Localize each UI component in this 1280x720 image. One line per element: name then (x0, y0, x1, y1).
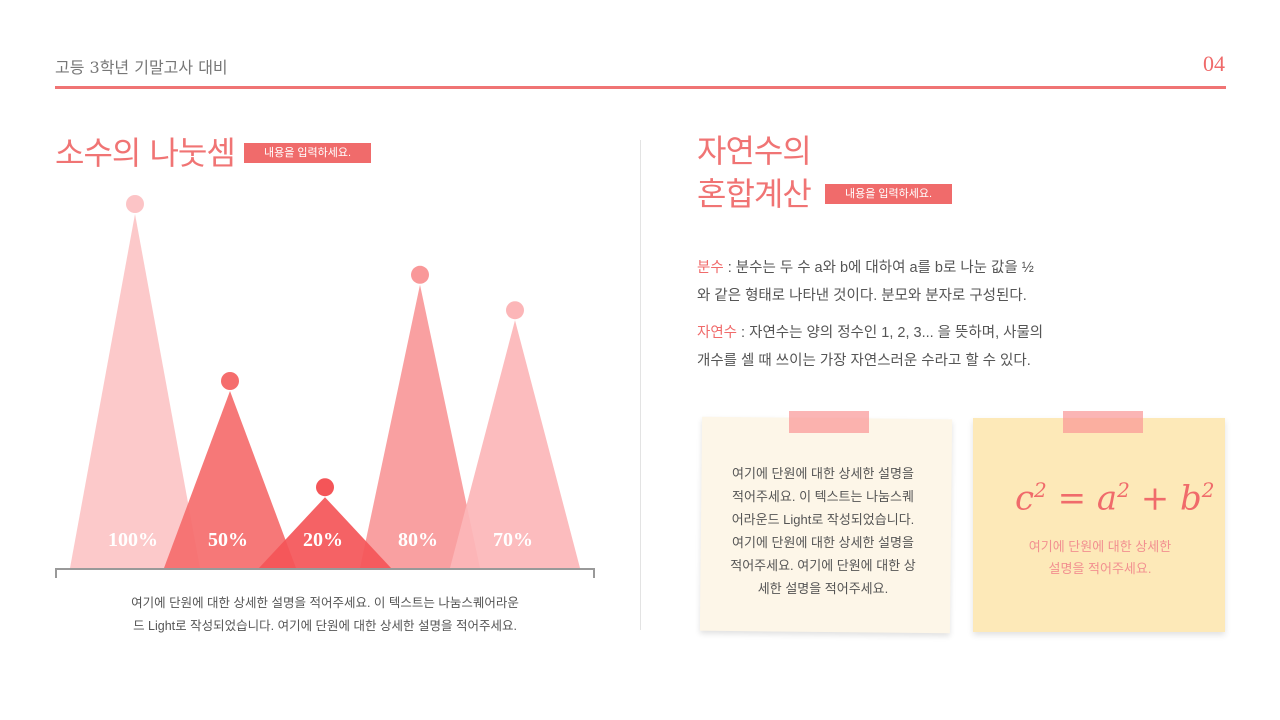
definition-line: 와 같은 형태로 나타낸 것이다. 분모와 분자로 구성된다. (697, 288, 1027, 304)
formula-b: b (1180, 478, 1202, 519)
definition-line: 분수 : 분수는 두 수 a와 b에 대하여 a를 b로 나눈 값을 ½ (697, 254, 1057, 282)
formula-c: c (1015, 478, 1035, 519)
note-line: 적어주세요. 여기에 단원에 대한 상 (730, 558, 916, 573)
formula-exponent: 2 (1117, 478, 1130, 502)
chart-bar-dot-4 (506, 301, 524, 320)
note-line: 세한 설명을 적어주세요. (757, 581, 889, 596)
formula-exponent: 2 (1201, 478, 1215, 502)
definition-natural-number: 자연수 : 자연수는 양의 정수인 1, 2, 3... 을 뜻하며, 사물의 … (697, 319, 1057, 375)
left-input-tag: 내용을 입력하세요. (244, 143, 371, 163)
chart-bar-4 (450, 320, 580, 568)
chart-bar-dot-0 (126, 195, 144, 213)
right-title-line: 자연수의 (697, 132, 812, 170)
chart-data-label: 20% (303, 529, 343, 551)
header-divider (55, 86, 1226, 89)
formula-equals: = (1046, 478, 1097, 519)
chart-data-label: 50% (208, 529, 248, 551)
term-fraction: 분수 (697, 260, 724, 276)
definition-text: : 자연수는 양의 정수인 1, 2, 3... 을 뜻하며, 사물의 (737, 325, 1044, 341)
chart-bar-dot-1 (221, 372, 239, 390)
sticky-note-text: 여기에 단원에 대한 상세한 설명을 적어주세요. 이 텍스트는 나눔스퀘 어라… (718, 462, 928, 600)
chart-data-label: 70% (493, 529, 533, 551)
definition-line: 자연수 : 자연수는 양의 정수인 1, 2, 3... 을 뜻하며, 사물의 (697, 319, 1057, 347)
pythagorean-formula: c2 = a2 + b2 (1015, 478, 1215, 519)
right-title-line: 혼합계산 (697, 175, 812, 213)
definition-line: 개수를 셀 때 쓰이는 가장 자연스러운 수라고 할 수 있다. (697, 353, 1031, 369)
note-line: 설명을 적어주세요. (1048, 561, 1152, 576)
chart-description-line: 여기에 단원에 대한 상세한 설명을 적어주세요. 이 텍스트는 나눔스퀘어라운 (131, 596, 519, 610)
definition-fraction: 분수 : 분수는 두 수 a와 b에 대하여 a를 b로 나눈 값을 ½ 와 같… (697, 254, 1057, 310)
sticky-note-yellow (973, 418, 1225, 632)
definition-text: : 분수는 두 수 a와 b에 대하여 a를 b로 나눈 값을 ½ (723, 260, 1034, 276)
chart-bar-1 (164, 391, 296, 568)
chart-baseline-bracket (55, 568, 595, 578)
note-line: 적어주세요. 이 텍스트는 나눔스퀘 (732, 489, 914, 504)
right-section-title: 자연수의 혼합계산 (697, 130, 812, 216)
chart-data-label: 80% (398, 529, 438, 551)
chart-bar-3 (360, 284, 480, 568)
chart-bar-dot-2 (316, 478, 334, 497)
chart-description-line: 드 Light로 작성되었습니다. 여기에 단원에 대한 상세한 설명을 적어주… (133, 619, 517, 633)
note-line: 여기에 단원에 대한 상세한 설명을 (732, 535, 914, 550)
tape-strip (789, 411, 869, 433)
chart-data-label: 100% (108, 529, 158, 551)
note-line: 여기에 단원에 대한 상세한 설명을 (732, 466, 914, 481)
chart-bar-dot-3 (411, 265, 429, 284)
triangle-bar-chart: 100% 50% 20% 80% 70% (55, 195, 595, 578)
header-subtitle: 고등 3학년 기말고사 대비 (55, 58, 228, 77)
chart-bar-0 (70, 214, 200, 568)
chart-bar-2 (259, 497, 391, 568)
tape-strip (1063, 411, 1143, 433)
formula-plus: + (1129, 478, 1181, 519)
sticky-note-caption: 여기에 단원에 대한 상세한 설명을 적어주세요. (1000, 536, 1200, 580)
vertical-divider (640, 140, 641, 630)
term-natural-number: 자연수 (697, 325, 738, 341)
formula-exponent: 2 (1034, 478, 1047, 502)
right-input-tag: 내용을 입력하세요. (825, 184, 952, 204)
chart-description: 여기에 단원에 대한 상세한 설명을 적어주세요. 이 텍스트는 나눔스퀘어라운… (120, 592, 530, 638)
note-line: 여기에 단원에 대한 상세한 (1028, 539, 1172, 554)
chart-marks: 100% 50% 20% 80% 70% (70, 195, 580, 568)
formula-a: a (1096, 478, 1118, 519)
left-section-title: 소수의 나눗셈 (55, 134, 236, 172)
note-line: 어라운드 Light로 작성되었습니다. (731, 512, 915, 527)
page-number: 04 (1203, 51, 1225, 76)
